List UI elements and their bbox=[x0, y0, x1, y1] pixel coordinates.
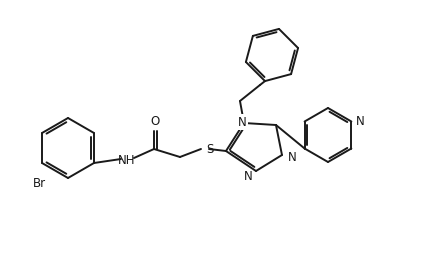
Text: N: N bbox=[238, 116, 246, 128]
Text: N: N bbox=[288, 150, 297, 163]
Text: N: N bbox=[356, 115, 365, 128]
Text: Br: Br bbox=[32, 177, 46, 190]
Text: N: N bbox=[244, 169, 252, 183]
Text: S: S bbox=[206, 142, 213, 155]
Text: O: O bbox=[150, 115, 160, 128]
Text: NH: NH bbox=[118, 154, 136, 167]
